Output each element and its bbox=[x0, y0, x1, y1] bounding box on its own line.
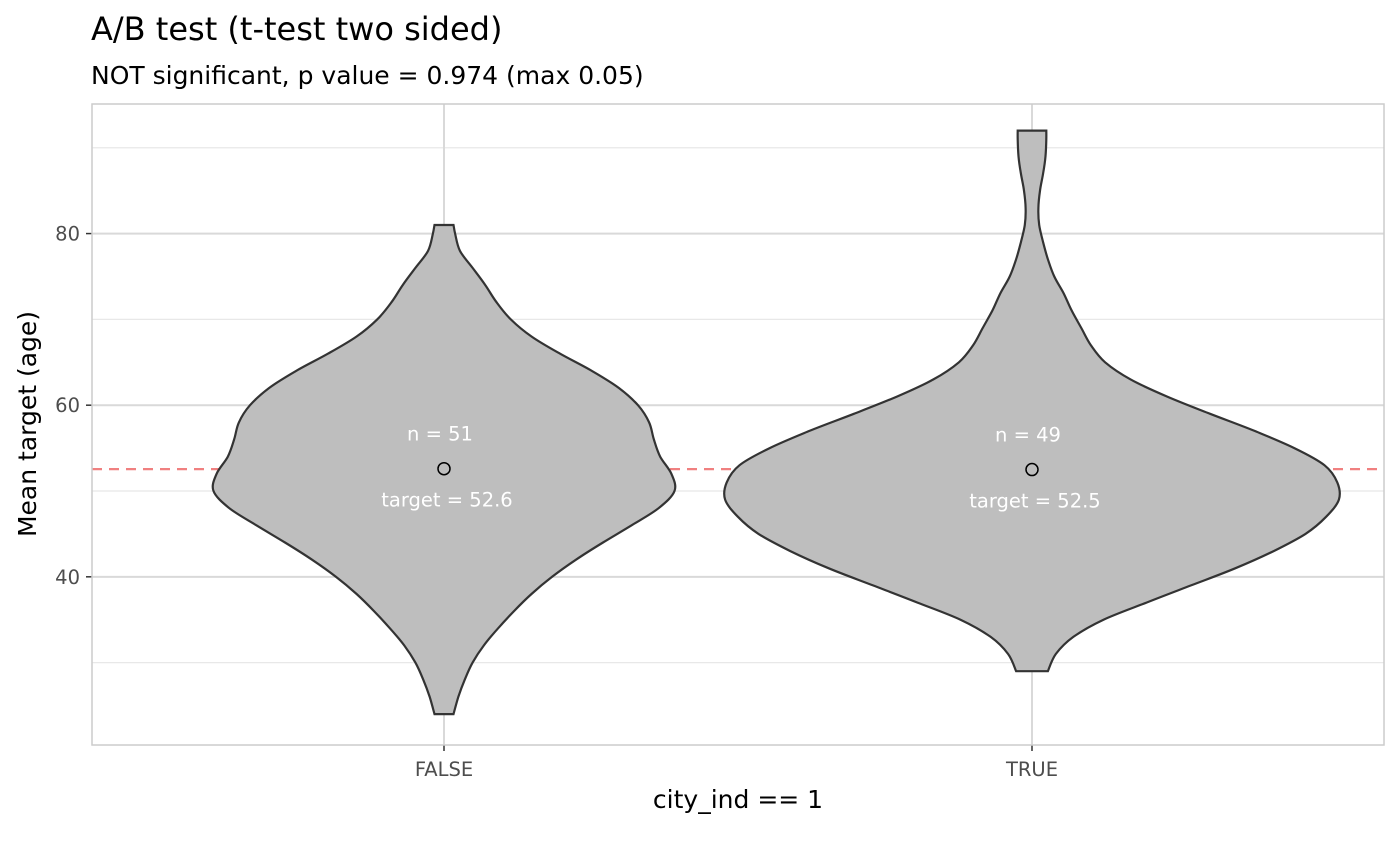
x-tick-label: FALSE bbox=[415, 758, 473, 781]
y-tick-label: 40 bbox=[55, 566, 80, 589]
violin-false bbox=[211, 223, 677, 716]
y-tick-label: 80 bbox=[55, 223, 80, 246]
chart-subtitle: NOT significant, p value = 0.974 (max 0.… bbox=[91, 61, 644, 90]
x-axis-title: city_ind == 1 bbox=[653, 785, 823, 814]
y-tick-label: 60 bbox=[55, 394, 80, 417]
mean-point-true bbox=[1025, 462, 1039, 477]
mean-point-false bbox=[437, 461, 451, 476]
target-label: target = 52.5 bbox=[969, 490, 1100, 513]
n-label: n = 49 bbox=[995, 424, 1061, 447]
chart-title: A/B test (t-test two sided) bbox=[91, 10, 502, 48]
n-label: n = 51 bbox=[407, 423, 473, 446]
violin-true bbox=[723, 129, 1341, 673]
x-tick-label: TRUE bbox=[1005, 758, 1058, 781]
axes: 40 60 80 FALSE TRUE bbox=[55, 103, 1385, 781]
panel-border bbox=[91, 103, 1385, 746]
annotations: n = 51 target = 52.6 n = 49 target = 52.5 bbox=[381, 423, 1100, 513]
y-axis-title: Mean target (age) bbox=[13, 311, 42, 537]
target-label: target = 52.6 bbox=[381, 489, 512, 512]
violins bbox=[211, 129, 1341, 716]
